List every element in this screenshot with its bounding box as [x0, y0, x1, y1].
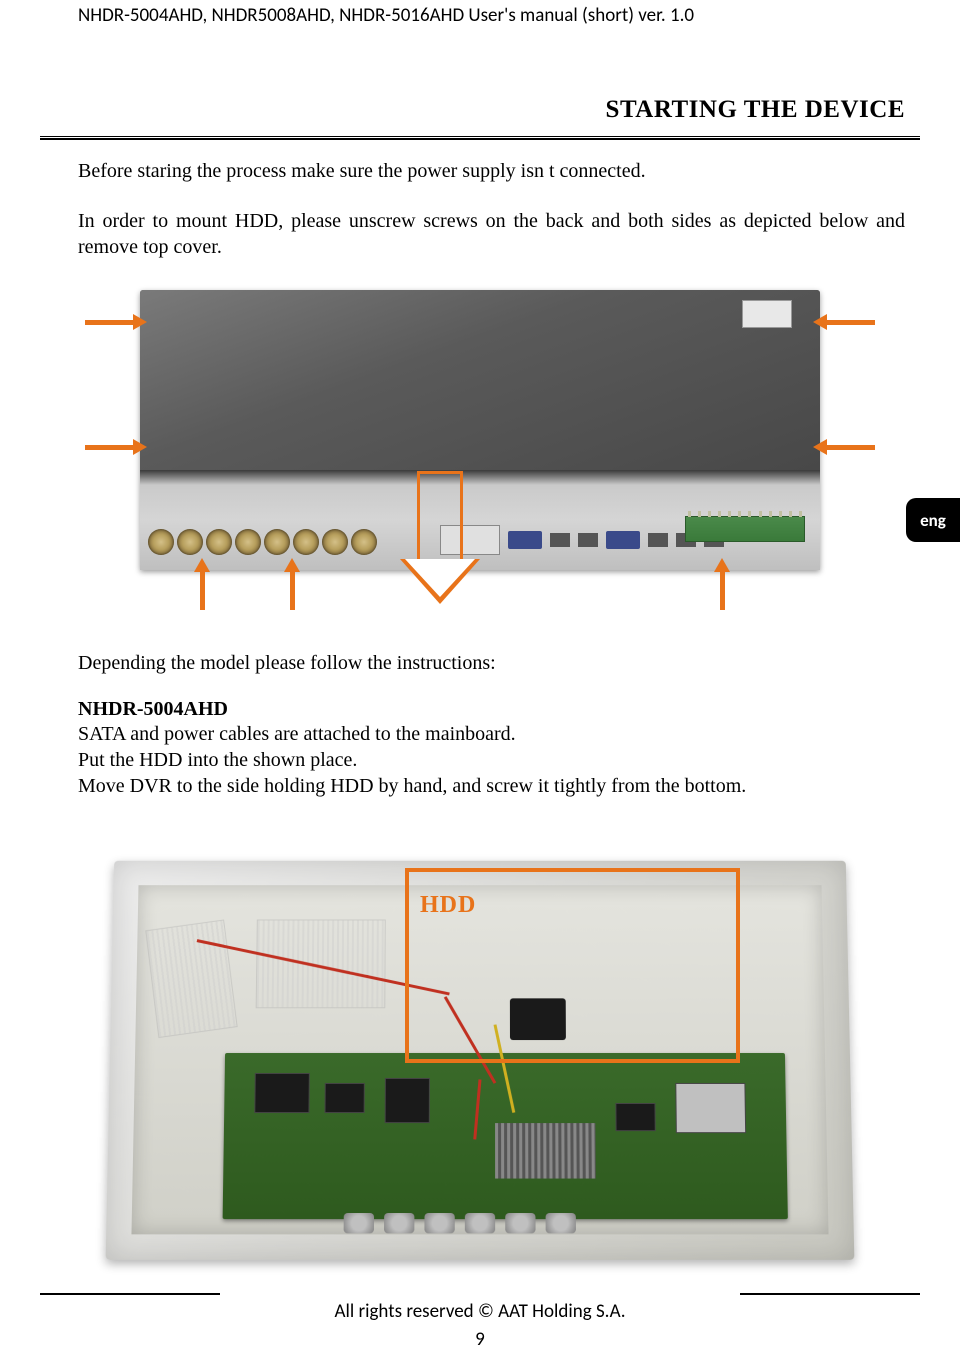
audio-port: [578, 533, 598, 547]
arrow-icon: [200, 570, 205, 610]
hdmi-port: [648, 533, 668, 547]
bnc-connector: [293, 529, 319, 555]
dvr-product-label: [742, 300, 792, 328]
document-header: NHDR-5004AHD, NHDR5008AHD, NHDR-5016AHD …: [0, 0, 960, 27]
shield-can: [675, 1083, 746, 1133]
bnc-connector-row: [148, 529, 377, 555]
chip: [325, 1083, 365, 1113]
vga-port: [606, 531, 640, 549]
heatsink: [495, 1123, 596, 1178]
figure-dvr-rear: [95, 285, 865, 605]
bnc-connector: [177, 529, 203, 555]
connector: [384, 1213, 414, 1233]
bnc-connector: [206, 529, 232, 555]
dvr-enclosure: [140, 290, 820, 570]
bnc-connector: [322, 529, 348, 555]
io-ports: [440, 525, 724, 555]
chip: [254, 1073, 310, 1113]
rear-connectors: [344, 1213, 576, 1233]
bnc-connector: [351, 529, 377, 555]
arrow-icon: [825, 445, 875, 450]
section-heading: STARTING THE DEVICE: [606, 96, 905, 124]
paragraph-2: In order to mount HDD, please unscrew sc…: [78, 208, 905, 260]
figure-open-chassis: HDD: [100, 838, 860, 1278]
paragraph-5: Put the HDD into the shown place.: [78, 747, 905, 773]
connector: [546, 1213, 576, 1233]
vga-port: [508, 531, 542, 549]
audio-port: [550, 533, 570, 547]
paragraph-4: SATA and power cables are attached to th…: [78, 721, 905, 747]
footer-rule-left: [40, 1293, 220, 1295]
vent-holes: [256, 919, 386, 1008]
dvr-top-cover: [140, 290, 820, 470]
hdd-label: HDD: [420, 892, 476, 919]
arrow-icon: [290, 570, 295, 610]
footer-rule-right: [740, 1293, 920, 1295]
dvr-rear-panel: [140, 470, 820, 570]
connector: [505, 1213, 535, 1233]
arrow-icon: [85, 320, 135, 325]
connector: [424, 1213, 454, 1233]
arrow-icon: [825, 320, 875, 325]
bnc-connector: [148, 529, 174, 555]
arrow-icon: [720, 570, 725, 610]
terminal-block: [685, 516, 805, 542]
model-heading: NHDR-5004AHD: [78, 698, 905, 721]
vent-holes: [145, 919, 237, 1038]
footer-copyright: All rights reserved © AAT Holding S.A.: [0, 1300, 960, 1323]
header-rule: [40, 136, 920, 140]
chip: [615, 1103, 655, 1131]
paragraph-3: Depending the model please follow the in…: [78, 650, 905, 676]
language-tab: eng: [906, 498, 960, 542]
paragraph-6: Move DVR to the side holding HDD by hand…: [78, 773, 905, 799]
connector: [344, 1213, 374, 1233]
down-arrow-icon: [405, 471, 475, 611]
paragraph-1: Before staring the process make sure the…: [78, 158, 905, 184]
chip: [385, 1078, 430, 1123]
bnc-connector: [264, 529, 290, 555]
page-number: 9: [0, 1328, 960, 1351]
connector: [465, 1213, 495, 1233]
arrow-icon: [85, 445, 135, 450]
bnc-connector: [235, 529, 261, 555]
instructions-block: Depending the model please follow the in…: [78, 650, 905, 799]
content-area: Before staring the process make sure the…: [78, 158, 905, 260]
